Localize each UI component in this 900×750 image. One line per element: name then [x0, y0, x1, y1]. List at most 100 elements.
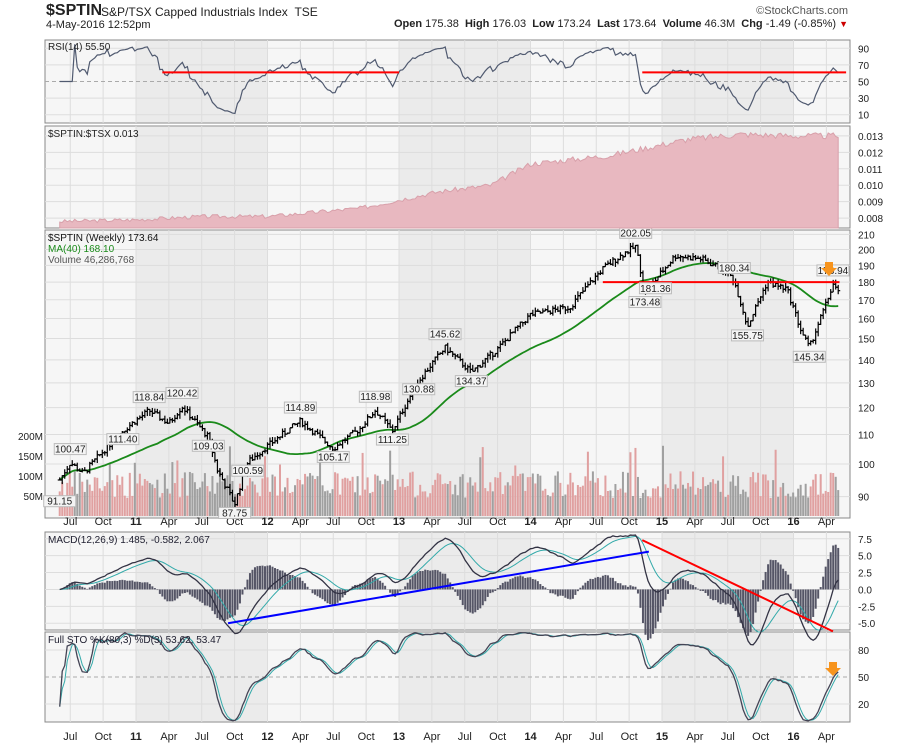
- macd-histogram-bar: [486, 589, 489, 597]
- macd-histogram-bar: [361, 582, 364, 590]
- volume-bar: [684, 488, 687, 516]
- volume-bar: [499, 472, 502, 516]
- volume-bar: [424, 491, 427, 516]
- x-tick-label: Oct: [752, 731, 769, 743]
- macd-histogram-bar: [491, 589, 494, 593]
- volume-bar: [178, 497, 181, 516]
- price-annotation-box: [132, 391, 166, 404]
- macd-histogram-bar: [163, 589, 166, 600]
- macd-histogram-bar: [181, 589, 184, 594]
- macd-histogram-bar: [98, 582, 101, 590]
- ratio-legend: $SPTIN:$TSX 0.013: [48, 129, 139, 140]
- price-annotation: 145.62: [430, 330, 461, 341]
- volume-bar: [133, 462, 136, 516]
- macd-histogram-bar: [314, 589, 317, 595]
- y-tick-label: 2.5: [858, 569, 872, 580]
- y-tick-label: 180: [858, 278, 875, 289]
- volume-bar: [436, 473, 439, 516]
- macd-histogram-bar: [263, 566, 266, 590]
- macd-histogram-bar: [206, 589, 209, 606]
- volume-tick-label: 100M: [18, 472, 43, 483]
- macd-histogram-bar: [666, 589, 669, 594]
- volume-bar: [183, 472, 186, 516]
- volume-bar: [401, 478, 404, 516]
- volume-bar: [656, 486, 659, 516]
- volume-bar: [309, 473, 312, 516]
- macd-histogram-bar: [271, 566, 274, 590]
- macd-histogram-bar: [539, 584, 542, 590]
- volume-bar: [614, 484, 617, 516]
- macd-histogram-bar: [481, 589, 484, 606]
- macd-histogram-bar: [203, 589, 206, 606]
- volume-bar: [476, 491, 479, 516]
- macd-histogram-bar: [834, 544, 837, 590]
- y-tick-label: 0.013: [858, 132, 883, 143]
- y-tick-label: 7.5: [858, 535, 872, 546]
- volume-bar: [466, 482, 469, 516]
- volume-bar: [326, 490, 329, 516]
- x-tick-label: Apr: [160, 516, 177, 528]
- ohlc-bar: [836, 284, 841, 295]
- volume-bar: [469, 477, 472, 516]
- macd-histogram-bar: [822, 576, 825, 590]
- macd-histogram-bar: [521, 576, 524, 590]
- macd-histogram-bar: [153, 588, 156, 590]
- x-tick-label: 11: [130, 731, 142, 743]
- x-tick-label: 13: [393, 731, 405, 743]
- macd-histogram-bar: [679, 577, 682, 590]
- sto-legend: Full STO %K(80,3) %D(3) 53.62, 53.47: [48, 635, 222, 646]
- volume-bar: [121, 476, 124, 516]
- volume-bar: [544, 488, 547, 516]
- y-tick-label: 210: [858, 230, 875, 241]
- x-tick-label: Jul: [458, 516, 472, 528]
- volume-bar: [797, 488, 800, 516]
- macd-histogram-bar: [218, 589, 221, 620]
- volume-bar: [692, 471, 695, 516]
- x-tick-label: Oct: [621, 516, 638, 528]
- x-tick-label: Oct: [489, 731, 506, 743]
- y-tick-label: 90: [858, 493, 870, 504]
- volume-bar: [581, 485, 584, 516]
- macd-histogram-bar: [193, 589, 196, 598]
- volume-bar: [306, 476, 309, 516]
- macd-histogram-bar: [306, 586, 309, 590]
- volume-bar: [196, 488, 199, 516]
- macd-histogram-bar: [88, 587, 91, 590]
- volume-bar: [611, 497, 614, 516]
- macd-histogram-bar: [389, 589, 392, 593]
- macd-histogram-bar: [256, 566, 259, 590]
- macd-histogram-bar: [451, 587, 454, 590]
- macd-histogram-bar: [123, 580, 126, 590]
- volume-bar: [747, 497, 750, 516]
- macd-histogram-bar: [399, 589, 402, 592]
- volume-bar: [241, 495, 244, 516]
- volume-bar: [128, 472, 131, 516]
- volume-bar: [534, 483, 537, 516]
- x-tick-label: Oct: [752, 516, 769, 528]
- macd-histogram-bar: [732, 589, 735, 609]
- volume-value: 46.3M: [704, 18, 736, 30]
- volume-bar: [604, 475, 607, 516]
- macd-histogram-bar: [819, 587, 822, 590]
- x-tick-label: Jul: [589, 516, 603, 528]
- macd-histogram-bar: [659, 589, 662, 613]
- macd-histogram-bar: [499, 585, 502, 590]
- volume-bar: [331, 489, 334, 516]
- volume-bar: [594, 482, 597, 516]
- volume-bar: [191, 473, 194, 516]
- volume-bar: [734, 485, 737, 516]
- macd-histogram-bar: [466, 589, 469, 612]
- volume-bar: [156, 479, 159, 516]
- volume-tick-label: 200M: [18, 432, 43, 443]
- macd-histogram-bar: [261, 565, 264, 590]
- macd-histogram-bar: [702, 589, 705, 591]
- macd-histogram-bar: [739, 589, 742, 623]
- price-annotation-box: [628, 296, 662, 309]
- volume-bar: [329, 493, 332, 516]
- macd-histogram-bar: [311, 589, 314, 594]
- price-annotation-box: [402, 383, 436, 396]
- volume-bar: [569, 472, 572, 516]
- volume-bar: [349, 480, 352, 516]
- y-tick-label: 30: [858, 94, 870, 105]
- volume-bar: [489, 482, 492, 516]
